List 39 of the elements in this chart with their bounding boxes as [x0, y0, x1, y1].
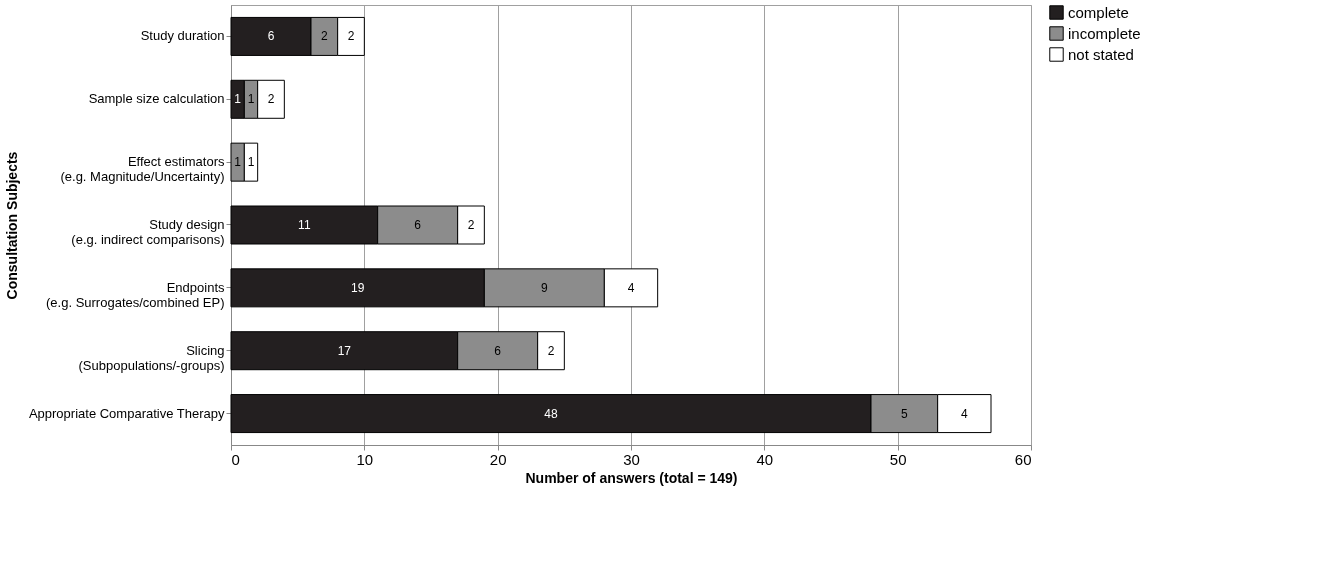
- data-label: 9: [540, 280, 548, 295]
- y-tick-label: Effect estimators (e.g. Magnitude/Uncertainty): [60, 154, 225, 185]
- legend-label: not stated: [1068, 45, 1134, 63]
- y-tick-label: Sample size calculation: [88, 91, 225, 107]
- data-label: 19: [350, 280, 365, 295]
- data-label: 2: [267, 92, 275, 107]
- x-tick-label: 40: [756, 450, 774, 468]
- data-label: 4: [627, 280, 635, 295]
- data-label: 6: [494, 343, 502, 358]
- y-tick-label: Study duration: [140, 28, 225, 44]
- y-tick-label: Endpoints (e.g. Surrogates/combined EP): [46, 279, 225, 310]
- data-label: 4: [960, 406, 968, 421]
- data-label: 6: [267, 29, 275, 44]
- legend-label: complete: [1068, 3, 1129, 21]
- x-tick-label: 30: [623, 450, 640, 468]
- y-axis-title: Consultation Subjects: [3, 151, 20, 300]
- y-tick-label: Appropriate Comparative Therapy: [28, 405, 225, 421]
- data-label: 1: [234, 92, 242, 107]
- data-label: 1: [234, 155, 242, 170]
- data-label: 11: [298, 218, 311, 232]
- data-label: 17: [337, 343, 352, 358]
- x-tick-label: 20: [489, 450, 507, 468]
- legend-label: incomplete: [1068, 24, 1141, 42]
- x-tick-label: 10: [356, 450, 374, 468]
- x-tick-label: 50: [889, 450, 907, 468]
- data-label: 48: [544, 406, 558, 421]
- data-label: 2: [547, 343, 555, 358]
- data-label: 2: [467, 218, 475, 232]
- x-tick-label: 0: [231, 450, 240, 468]
- x-tick-label: 60: [1014, 450, 1032, 468]
- data-label: 5: [900, 406, 908, 421]
- data-label: 2: [347, 29, 355, 44]
- data-label: 1: [247, 92, 255, 107]
- y-tick-label: Study design (e.g. indirect comparisons): [71, 217, 225, 247]
- data-label: 2: [320, 29, 328, 44]
- y-tick-label: Slicing (Subpopulations/-groups): [78, 342, 225, 373]
- data-label: 6: [414, 218, 422, 232]
- x-axis-title: Number of answers (total = 149): [525, 469, 738, 486]
- data-label: 1: [247, 155, 255, 170]
